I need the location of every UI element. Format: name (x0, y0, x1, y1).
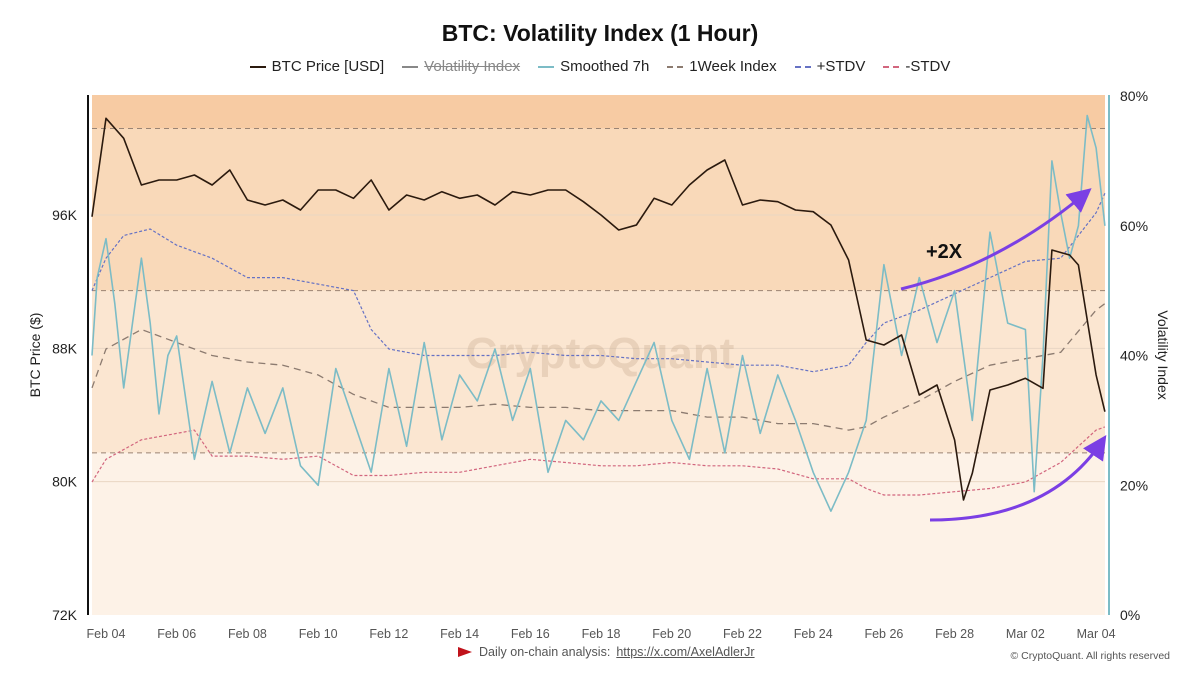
x-tick: Feb 16 (511, 627, 550, 641)
arrow-up-upper (900, 188, 1092, 291)
x-tick: Feb 06 (157, 627, 196, 641)
series-stdv (91, 426, 1106, 496)
x-tick: Feb 24 (794, 627, 833, 641)
legend-item-btc-price-usd[interactable]: BTC Price [USD] (249, 58, 385, 75)
y-left-label: BTC Price ($) (27, 313, 43, 398)
zone-band (92, 452, 1105, 615)
footer-label: Daily on-chain analysis: (479, 645, 611, 659)
legend-item-stdv[interactable]: -STDV (883, 58, 950, 75)
legend-item-volatility-index[interactable]: Volatility Index (402, 58, 520, 75)
y-left-tick: 88K (52, 340, 78, 356)
x-tick: Feb 08 (228, 627, 267, 641)
footer: Daily on-chain analysis: https://x.com/A… (457, 645, 755, 659)
series-btc-price-usd (91, 117, 1106, 501)
legend-swatch (883, 65, 900, 68)
legend-label: 1Week Index (689, 58, 777, 75)
x-tick: Mar 04 (1077, 627, 1116, 641)
legend-label: BTC Price [USD] (271, 58, 385, 75)
y-left-tick: 80K (52, 474, 78, 490)
legend-swatch (249, 65, 266, 68)
legend-item-smoothed-7h[interactable]: Smoothed 7h (538, 58, 649, 75)
legend-swatch (538, 65, 555, 68)
x-tick: Feb 18 (582, 627, 621, 641)
x-tick: Mar 02 (1006, 627, 1045, 641)
legend-label: Volatility Index (424, 58, 521, 75)
x-tick: Feb 04 (87, 627, 126, 641)
y-right-tick: 60% (1120, 218, 1148, 234)
x-tick: Feb 28 (935, 627, 974, 641)
y-right-tick: 80% (1120, 88, 1148, 104)
watermark: CryptoQuant (466, 329, 735, 378)
x-tick: Feb 10 (299, 627, 338, 641)
y-left-tick: 72K (52, 607, 78, 623)
legend-swatch (402, 65, 419, 68)
series-smoothed-7h (91, 114, 1106, 512)
zone-band (92, 290, 1105, 453)
legend-item-1week-index[interactable]: 1Week Index (667, 58, 777, 75)
y-right-tick: 20% (1120, 477, 1148, 493)
legend: BTC Price [USD] Volatility Index Smoothed … (0, 58, 1200, 75)
legend-swatch (667, 65, 684, 68)
footer-link[interactable]: https://x.com/AxelAdlerJr (616, 645, 755, 659)
y-right-tick: 40% (1120, 348, 1148, 364)
chart-title: BTC: Volatility Index (1 Hour) (441, 20, 759, 46)
legend-label: Smoothed 7h (560, 58, 650, 75)
annotation-2x: +2X (926, 241, 963, 263)
y-right-tick: 0% (1120, 607, 1140, 623)
x-tick: Feb 22 (723, 627, 762, 641)
legend-swatch (794, 65, 811, 68)
legend-label: -STDV (905, 58, 951, 75)
x-tick: Feb 20 (652, 627, 691, 641)
flag-icon (458, 647, 472, 657)
series-stdv (91, 193, 1106, 373)
y-right-label: Volatility Index (1155, 310, 1171, 400)
x-tick: Feb 26 (864, 627, 903, 641)
y-left-tick: 96K (52, 207, 78, 223)
copyright: © CryptoQuant. All rights reserved (1010, 650, 1170, 662)
zone-band (92, 128, 1105, 291)
x-tick: Feb 14 (440, 627, 479, 641)
legend-item-stdv[interactable]: +STDV (794, 58, 866, 75)
legend-label: +STDV (816, 58, 866, 75)
arrow-up-lower (929, 434, 1107, 522)
series-1week-index (91, 303, 1106, 431)
x-tick: Feb 12 (369, 627, 408, 641)
zone-band (92, 95, 1105, 129)
